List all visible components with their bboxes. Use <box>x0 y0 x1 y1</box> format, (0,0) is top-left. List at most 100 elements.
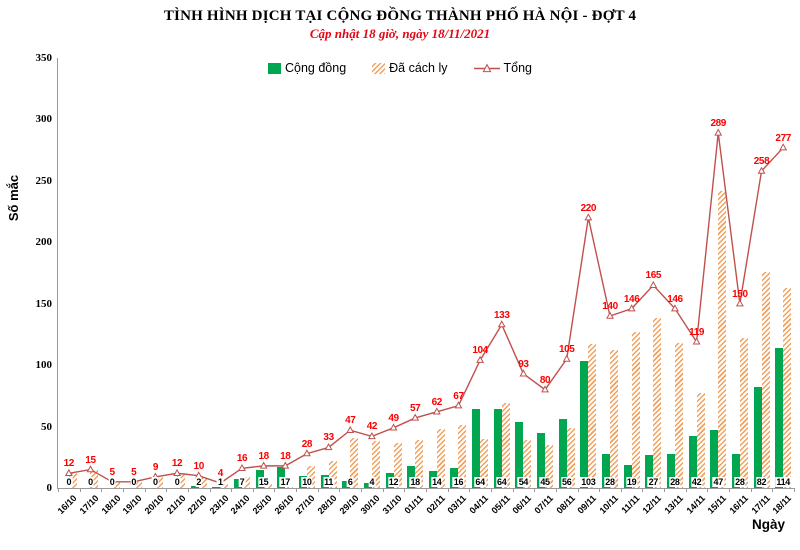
cong-dong-value-label: 54 <box>517 477 530 487</box>
x-tick-label: 20/10 <box>142 493 166 517</box>
x-tick-label: 31/10 <box>380 493 404 517</box>
cong-dong-value-label: 0 <box>152 477 159 487</box>
tong-value-label: 12 <box>171 458 183 470</box>
x-tick-mark <box>555 488 557 492</box>
tong-value-label: 93 <box>518 358 529 370</box>
cong-dong-value-label: 0 <box>173 477 181 487</box>
chart-title: TÌNH HÌNH DỊCH TẠI CỘNG ĐỒNG THÀNH PHỐ H… <box>163 8 637 24</box>
cong-dong-value-label: 14 <box>431 477 443 487</box>
legend-label-cong-dong: Cộng đồng <box>284 61 347 75</box>
x-tick-label: 02/11 <box>424 493 447 516</box>
x-tick-mark <box>58 488 59 492</box>
cong-dong-value-label: 18 <box>409 477 421 487</box>
x-tick-mark <box>534 488 536 492</box>
x-tick-label: 09/11 <box>575 493 599 516</box>
bar-da-cach-ly <box>285 486 294 488</box>
x-tick-mark <box>274 488 276 492</box>
bar-da-cach-ly <box>653 318 662 488</box>
cong-dong-value-label: 114 <box>775 477 791 487</box>
tong-value-label: 4 <box>217 468 224 480</box>
cong-dong-value-label: 45 <box>539 477 551 487</box>
tong-value-label: 104 <box>472 345 488 357</box>
bar-cong-dong <box>753 387 762 488</box>
legend-item-tong: Tổng <box>473 61 532 75</box>
x-tick-label: 21/10 <box>164 493 188 517</box>
green-square-swatch-icon <box>267 62 281 74</box>
x-tick-mark <box>252 488 254 492</box>
x-tick-label: 18/11 <box>770 493 794 516</box>
cong-dong-value-label: 2 <box>195 477 203 487</box>
bar-cong-dong <box>190 485 199 488</box>
x-tick-label: 17/10 <box>77 493 101 517</box>
x-tick-label: 28/10 <box>315 493 339 517</box>
bar-cong-dong <box>580 361 589 488</box>
tong-value-label: 277 <box>775 132 791 144</box>
y-tick-label: 150 <box>35 297 53 310</box>
cong-dong-value-label: 28 <box>669 477 681 487</box>
cong-dong-value-label: 15 <box>257 477 270 487</box>
x-tick-label: 25/10 <box>250 493 274 517</box>
tong-value-label: 18 <box>258 450 269 462</box>
x-tick-mark <box>209 488 211 492</box>
x-tick-mark <box>490 488 492 492</box>
x-tick-label: 30/10 <box>358 493 382 517</box>
x-tick-mark <box>599 488 601 492</box>
x-tick-mark <box>642 488 644 492</box>
x-tick-label: 08/11 <box>554 493 577 516</box>
x-tick-mark <box>382 488 384 492</box>
tong-value-label: 119 <box>689 326 705 338</box>
x-tick-label: 19/10 <box>120 493 144 517</box>
cong-dong-value-label: 10 <box>301 477 313 487</box>
cong-dong-value-label: 103 <box>580 477 597 487</box>
y-axis-title: Số mắc <box>6 174 21 222</box>
cong-dong-value-label: 16 <box>452 477 465 487</box>
tong-value-label: 18 <box>280 450 291 462</box>
x-tick-mark <box>729 488 731 492</box>
tong-value-label: 62 <box>431 396 443 408</box>
cong-dong-value-label: 0 <box>87 477 94 487</box>
cong-dong-value-label: 17 <box>279 477 291 487</box>
tong-value-label: 9 <box>152 461 159 473</box>
x-tick-label: 27/10 <box>294 493 318 517</box>
x-tick-mark <box>426 488 427 492</box>
x-tick-mark <box>512 488 514 492</box>
y-tick-label: 0 <box>46 482 53 494</box>
cong-dong-value-label: 27 <box>647 477 659 487</box>
bar-cong-dong <box>775 347 784 488</box>
x-tick-mark <box>469 488 471 492</box>
x-tick-mark <box>339 488 341 492</box>
cong-dong-value-label: 64 <box>474 477 486 487</box>
tong-value-label: 42 <box>366 421 378 433</box>
legend-item-cong-dong: Cộng đồng <box>267 61 347 75</box>
cong-dong-value-label: 12 <box>387 477 400 487</box>
x-tick-label: 11/11 <box>619 493 642 516</box>
x-tick-mark <box>361 488 363 492</box>
x-tick-mark <box>794 488 795 492</box>
bar-da-cach-ly <box>696 393 705 488</box>
x-tick-mark <box>772 488 774 492</box>
cong-dong-value-label: 28 <box>734 477 746 487</box>
x-tick-mark <box>317 488 319 492</box>
cong-dong-value-label: 47 <box>712 477 724 487</box>
tong-value-label: 28 <box>301 438 313 450</box>
bar-da-cach-ly <box>718 190 727 488</box>
x-tick-label: 16/11 <box>727 493 750 516</box>
x-tick-label: 10/11 <box>597 493 621 516</box>
x-tick-label: 17/11 <box>748 493 772 516</box>
x-tick-mark <box>707 488 709 492</box>
tong-value-label: 57 <box>410 402 421 414</box>
cong-dong-value-label: 0 <box>65 477 73 487</box>
total-line-series <box>64 128 788 486</box>
bar-da-cach-ly <box>588 344 597 488</box>
x-tick-mark <box>577 488 579 492</box>
x-tick-mark <box>447 488 449 492</box>
cong-dong-value-label: 11 <box>323 477 335 487</box>
bar-da-cach-ly <box>739 338 748 488</box>
x-tick-label: 26/10 <box>272 493 296 517</box>
cong-dong-value-label: 7 <box>238 477 246 487</box>
x-tick-label: 24/10 <box>229 493 253 517</box>
x-tick-label: 13/11 <box>662 493 686 516</box>
tong-value-label: 33 <box>323 432 334 444</box>
x-tick-label: 22/10 <box>185 493 209 517</box>
